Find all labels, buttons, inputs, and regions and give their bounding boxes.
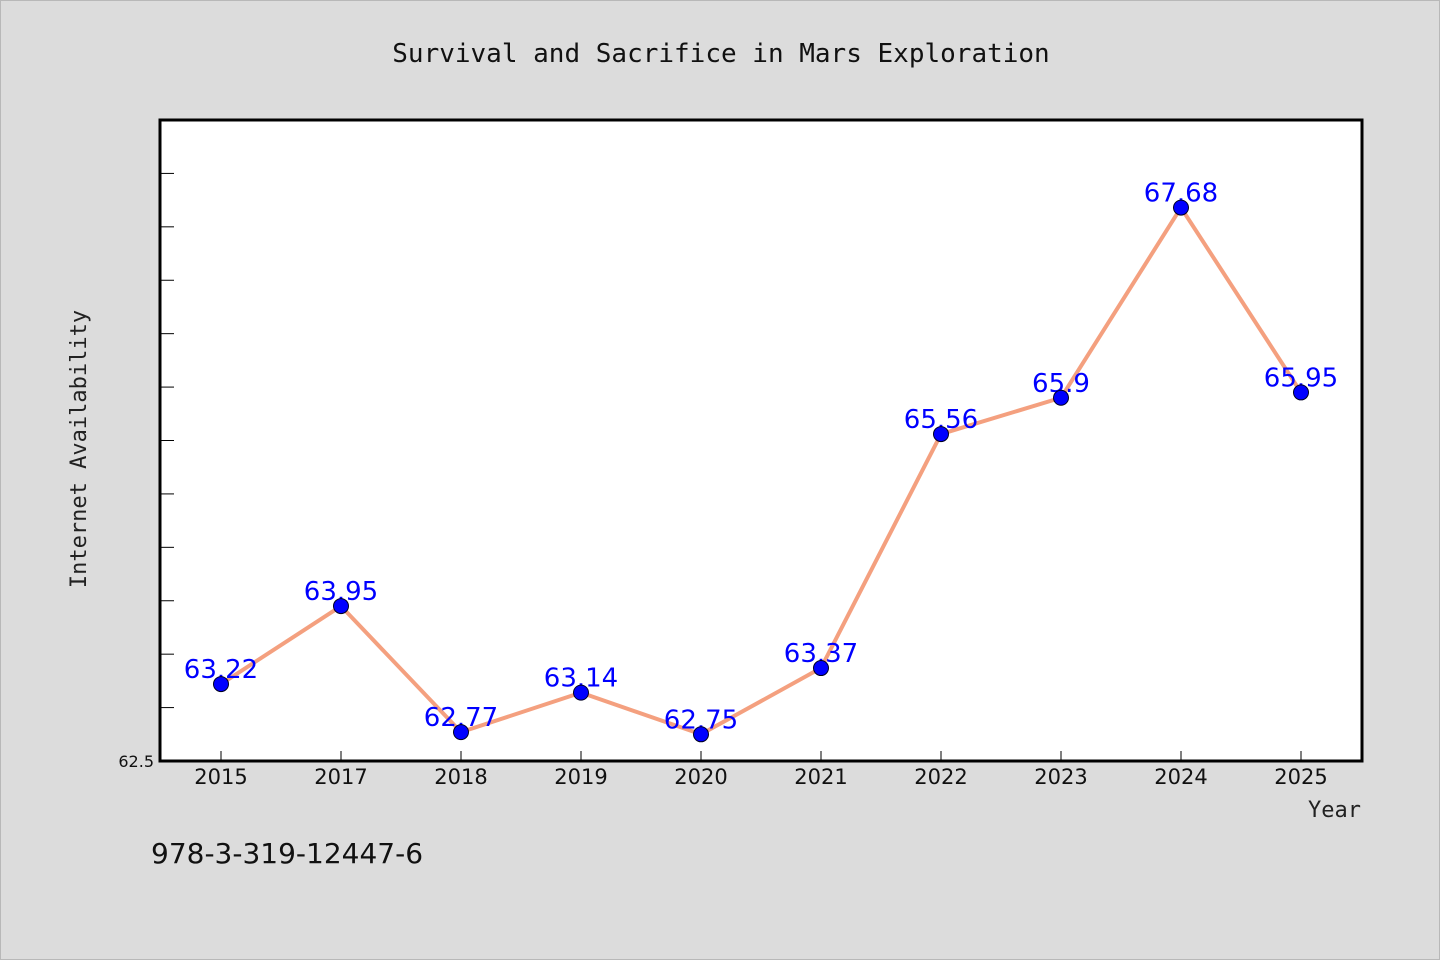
x-tick-label: 2025 <box>1274 765 1327 789</box>
data-markers <box>213 199 1309 743</box>
x-tick-label: 2019 <box>554 765 607 789</box>
plot-area <box>160 120 1362 761</box>
x-tick-label: 2017 <box>314 765 367 789</box>
y-tick-label: 62.5 <box>118 752 154 771</box>
x-tick-label: 2022 <box>914 765 967 789</box>
y-axis-tick-labels: 62.5 <box>118 752 154 771</box>
data-point <box>1173 199 1189 216</box>
data-point <box>693 726 709 743</box>
x-tick-label: 2020 <box>674 765 727 789</box>
y-axis-label: Internet Availability <box>67 310 92 588</box>
x-tick-label: 2021 <box>794 765 847 789</box>
data-point <box>1293 384 1309 401</box>
x-tick-label: 2015 <box>194 765 247 789</box>
data-point <box>813 660 829 677</box>
data-point <box>333 598 349 615</box>
data-point <box>573 684 589 701</box>
x-axis-tick-labels: 2015 2017 2018 2019 2020 2021 2022 2023 2024 2025 <box>194 765 1327 789</box>
x-tick-label: 2018 <box>434 765 487 789</box>
x-axis-label: Year <box>1308 798 1361 823</box>
chart-title: Survival and Sacrifice in Mars Explorati… <box>392 39 1049 69</box>
data-point <box>453 724 469 741</box>
plot-frame <box>158 118 1364 763</box>
data-point <box>213 676 229 693</box>
series-line <box>219 205 1303 737</box>
x-tick-label: 2024 <box>1154 765 1207 789</box>
x-axis-ticks <box>220 751 1302 761</box>
isbn-footnote: 978-3-319-12447-6 <box>151 837 423 870</box>
x-tick-label: 2023 <box>1034 765 1087 789</box>
data-point <box>1053 389 1069 406</box>
data-point <box>933 426 949 443</box>
